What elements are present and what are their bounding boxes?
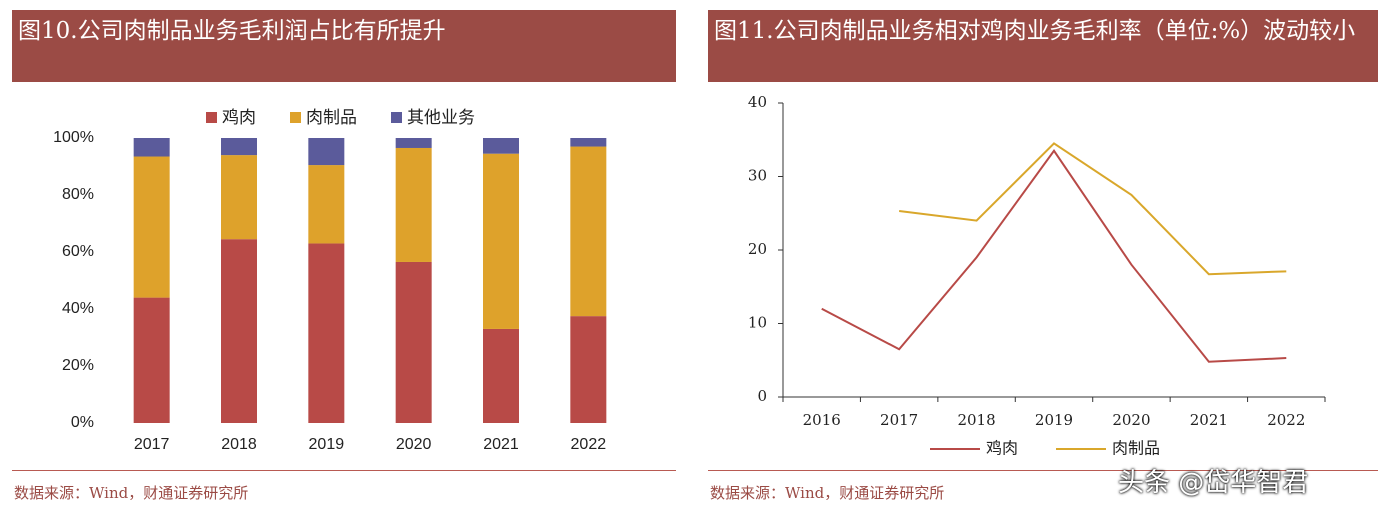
- legend-label: 其他业务: [407, 108, 475, 128]
- bar-segment: [221, 155, 257, 240]
- bar-segment: [570, 316, 607, 423]
- y-tick-label: 20: [748, 240, 767, 258]
- legend-swatch: [206, 112, 217, 123]
- y-tick-label: 100%: [53, 129, 94, 146]
- y-tick-label: 80%: [62, 186, 94, 203]
- x-tick-label: 2022: [571, 436, 607, 453]
- source-note: 数据来源：Wind，财通证券研究所: [14, 484, 249, 502]
- line: [821, 149, 1287, 363]
- legend-swatch: [290, 112, 301, 123]
- y-tick-label: 30: [748, 167, 767, 185]
- bar-segment: [570, 146, 607, 317]
- y-tick-label: 10: [748, 314, 767, 332]
- legend-swatch: [391, 112, 402, 123]
- y-tick-label: 0%: [71, 414, 94, 431]
- bar-segment: [221, 138, 257, 156]
- x-tick-label: 2018: [957, 411, 995, 429]
- legend-label: 肉制品: [1112, 439, 1160, 458]
- chart-title: 图11.公司肉制品业务相对鸡肉业务毛利率（单位:%）波动较小: [708, 10, 1378, 82]
- source-note: 数据来源：Wind，财通证券研究所: [710, 484, 945, 502]
- bar-segment: [483, 153, 519, 329]
- x-tick-label: 2020: [1112, 411, 1150, 429]
- x-tick-label: 2017: [134, 436, 170, 453]
- bar-segment: [483, 138, 519, 154]
- x-tick-label: 2021: [1190, 411, 1228, 429]
- legend-label: 肉制品: [306, 108, 357, 128]
- y-tick-label: 40%: [62, 300, 94, 317]
- x-tick-label: 2016: [803, 411, 841, 429]
- x-tick-label: 2021: [483, 436, 519, 453]
- bar-segment: [395, 138, 432, 148]
- x-tick-label: 2017: [880, 411, 918, 429]
- bar-segment: [308, 243, 345, 423]
- legend-label: 鸡肉: [986, 439, 1018, 458]
- bar-segment: [308, 138, 345, 166]
- legend-label: 鸡肉: [222, 108, 256, 128]
- watermark: 头条 @岱华智君: [1118, 468, 1309, 498]
- y-tick-label: 0: [757, 387, 767, 405]
- x-tick-label: 2020: [396, 436, 432, 453]
- bar-segment: [133, 297, 170, 423]
- bar-segment: [483, 328, 519, 423]
- bar-segment: [308, 165, 345, 244]
- bar-segment: [395, 147, 432, 262]
- bar-segment: [133, 138, 170, 157]
- y-tick-label: 60%: [62, 243, 94, 260]
- chart-title: 图10.公司肉制品业务毛利润占比有所提升: [12, 10, 676, 82]
- x-tick-label: 2018: [221, 436, 257, 453]
- x-tick-label: 2019: [1035, 411, 1073, 429]
- x-tick-label: 2022: [1267, 411, 1305, 429]
- source-rule: [12, 470, 676, 471]
- y-tick-label: 20%: [62, 357, 94, 374]
- bar-segment: [133, 156, 170, 298]
- y-tick-label: 40: [748, 93, 767, 111]
- line: [899, 142, 1287, 276]
- bar-segment: [395, 261, 432, 423]
- bar-segment: [570, 138, 607, 147]
- bar-segment: [221, 239, 257, 423]
- source-rule: [708, 470, 1378, 471]
- x-tick-label: 2019: [309, 436, 345, 453]
